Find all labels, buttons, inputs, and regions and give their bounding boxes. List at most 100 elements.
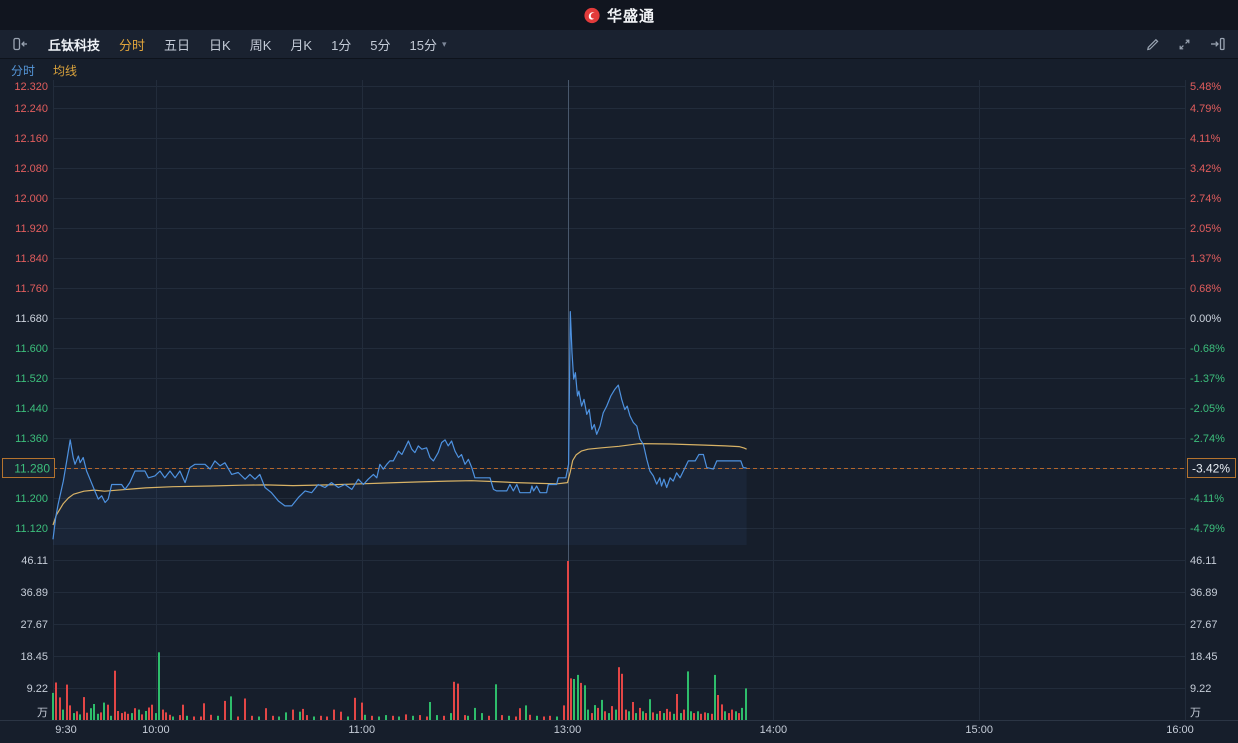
volume-bar [131,713,133,720]
volume-bar [711,713,713,720]
time-tick-label: 11:00 [348,724,375,736]
volume-bar [326,716,328,720]
volume-bar [186,715,188,720]
volume-bar [573,679,575,720]
chart-toolbar: 丘钛科技 分时 五日 日K 周K 月K 1分 5分 15分 ▾ [0,30,1238,59]
average-price-line [52,443,747,526]
subtab-fenshi[interactable]: 分时 [11,63,36,78]
volume-bar [426,716,428,720]
volume-tick-label: 18.45 [1190,651,1218,663]
price-tick-label: 12.080 [14,163,48,175]
volume-bar [392,715,394,720]
volume-tick-label: 9.22 [1190,683,1211,695]
volume-bar [251,715,253,720]
volume-tick-label: 46.11 [1190,555,1217,567]
timeframe-dropdown-caret[interactable]: ▾ [442,38,447,49]
volume-tick-label: 18.45 [20,651,48,663]
draw-pencil-icon[interactable] [1145,37,1160,52]
volume-bar [666,708,668,720]
volume-bar [556,716,558,720]
tab-wuri[interactable]: 五日 [164,37,191,53]
tab-yuek[interactable]: 月K [290,37,313,53]
pct-tick-label: 4.79% [1190,103,1221,115]
volume-bar [313,716,315,720]
volume-bar [162,709,164,720]
volume-bar [265,708,267,720]
volume-bar [450,713,452,720]
volume-bar [618,667,620,720]
volume-bar [69,705,71,720]
price-tick-label: 11.600 [15,343,48,355]
volume-bar [203,703,205,720]
pct-tick-label: -4.79% [1190,523,1225,535]
price-tick-label: 12.160 [14,133,48,145]
current-change-box [1187,458,1236,478]
volume-bar [652,712,654,720]
volume-bar [364,714,366,720]
volume-bar [645,713,647,720]
volume-bar [700,713,702,720]
fullscreen-icon[interactable] [1177,37,1192,52]
volume-bar [258,716,260,720]
volume-bar [405,714,407,720]
volume-bar [378,716,380,720]
volume-bar [86,712,88,720]
current-change-label: -3.42% [1192,462,1230,476]
volume-bar [107,704,109,720]
subtab-junxian[interactable]: 均线 [53,63,78,78]
pct-tick-label: 4.11% [1190,133,1221,145]
volume-tick-label: 9.22 [27,683,48,695]
volume-bar [690,711,692,720]
dock-right-icon[interactable] [1209,36,1226,52]
volume-bar [728,713,730,720]
volume-bar [230,696,232,720]
volume-bar [100,712,102,720]
volume-bar [669,711,671,720]
pct-tick-label: 2.74% [1190,193,1221,205]
volume-bar [628,711,630,720]
tab-zhouk[interactable]: 周K [249,37,272,53]
collapse-panel-icon[interactable] [12,36,29,52]
volume-bar [193,716,195,720]
volume-bar [536,715,538,720]
volume-bar [721,704,723,720]
volume-bar [278,716,280,720]
volume-bar [488,715,490,720]
volume-bar [182,704,184,720]
tab-rik[interactable]: 日K [209,37,231,53]
chart-canvas[interactable]: 12.320 5.48% 12.240 4.79% 12.160 4.11% 12.080 3… [0,80,1238,738]
price-tick-label: 12.320 [14,81,48,93]
stock-name: 丘钛科技 [48,37,101,53]
volume-bar [676,694,678,720]
volume-bar [299,711,301,720]
tab-15min[interactable]: 15分 [409,37,437,53]
pct-tick-label: 5.48% [1190,81,1221,93]
volume-bar [292,709,294,720]
volume-bar [717,695,719,720]
pct-tick-label: 1.37% [1190,253,1221,265]
time-tick-label: 10:00 [142,724,170,736]
price-tick-label: 11.440 [15,403,48,415]
price-tick-label: 11.920 [15,223,48,235]
volume-bar [52,692,54,720]
tab-5min[interactable]: 5分 [370,37,391,53]
volume-bar [55,682,57,720]
volume-bar [601,699,603,720]
volume-bar [714,674,716,720]
price-area-fill [53,311,747,545]
volume-bar [731,709,733,720]
volume-bar [385,715,387,720]
tab-fenshi[interactable]: 分时 [119,37,146,53]
volume-bar [632,702,634,720]
app-logo-icon [583,6,601,24]
volume-bar [361,702,363,720]
volume-bar [577,674,579,720]
volume-bar [673,713,675,720]
volume-bar [704,712,706,720]
pct-tick-label: -1.37% [1190,373,1225,385]
volume-bar [515,716,517,720]
price-tick-label: 11.200 [15,493,48,505]
tab-1min[interactable]: 1分 [331,37,352,53]
volume-bar [680,713,682,720]
volume-bar [745,688,747,720]
